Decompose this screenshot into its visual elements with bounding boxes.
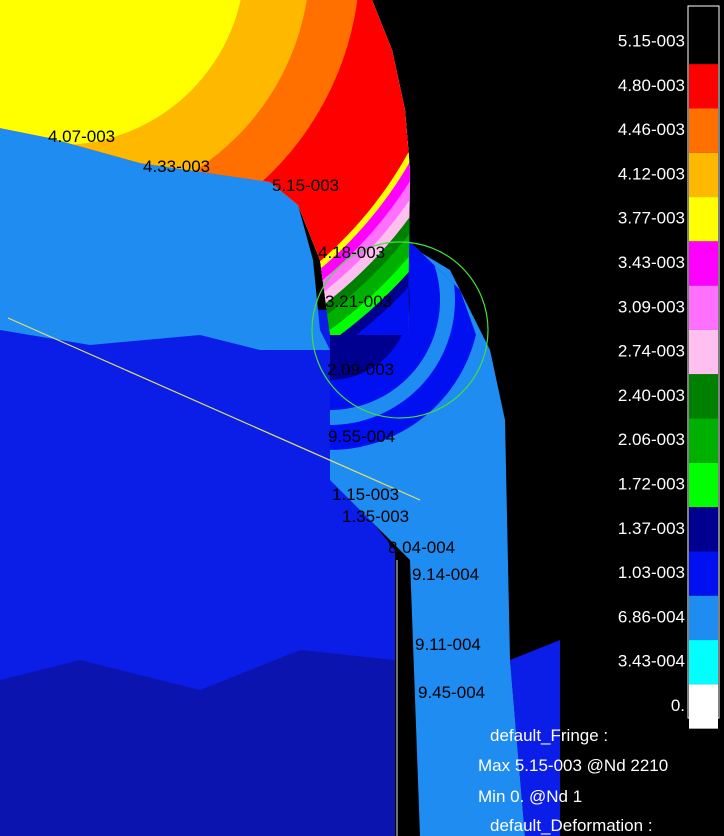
model xyxy=(0,0,560,836)
legend-swatch xyxy=(689,197,718,242)
legend-swatch xyxy=(689,462,718,508)
cap-bands xyxy=(0,0,410,335)
legend-swatch xyxy=(689,640,718,685)
legend-swatch xyxy=(689,374,718,419)
contour-label: 1.15-003 xyxy=(332,485,399,504)
region-blue-right xyxy=(510,640,560,836)
legend-label: 5.15-003 xyxy=(618,31,685,50)
contour-label: 9.14-004 xyxy=(412,565,479,584)
contour-label: 4.18-003 xyxy=(318,243,385,262)
section-line xyxy=(7,317,421,501)
region-lightblue xyxy=(0,128,330,350)
legend-label: 1.72-003 xyxy=(618,474,685,493)
contour-label: 3.21-003 xyxy=(325,292,392,311)
contour-label: 9.55-004 xyxy=(328,427,395,446)
contour-label: 1.35-003 xyxy=(342,507,409,526)
legend-swatch xyxy=(689,241,718,286)
contour-label: 2.09-003 xyxy=(327,360,394,379)
contour-label: 4.33-003 xyxy=(143,157,210,176)
legend-swatch xyxy=(689,285,718,330)
info-line: default_Fringe : xyxy=(490,726,608,745)
legend-label: 4.46-003 xyxy=(618,120,685,139)
legend-label: 2.06-003 xyxy=(618,430,685,449)
legend-swatch xyxy=(689,595,718,641)
contour-label: 4.07-003 xyxy=(48,127,115,146)
legend-swatch xyxy=(689,19,718,65)
legend-swatch xyxy=(689,418,718,463)
legend-label: 3.43-004 xyxy=(618,652,685,671)
legend-label: 1.03-003 xyxy=(618,563,685,582)
info-line: default_Deformation : xyxy=(490,816,653,835)
legend-label: 3.09-003 xyxy=(618,297,685,316)
legend-label: 2.74-003 xyxy=(618,342,685,361)
legend: 5.15-003 4.80-003 4.46-003 4.12-003 3.77-003… xyxy=(618,19,718,729)
legend-swatch xyxy=(689,507,718,552)
legend-swatch xyxy=(689,329,718,375)
legend-swatch xyxy=(689,152,718,198)
legend-swatch xyxy=(689,64,718,109)
legend-label: 3.43-003 xyxy=(618,253,685,272)
contour-label: 8.04-004 xyxy=(388,538,455,557)
contour-label: 9.45-004 xyxy=(418,683,485,702)
info-line: Min 0. @Nd 1 xyxy=(478,787,582,806)
legend-label: 2.40-003 xyxy=(618,386,685,405)
legend-label: 4.80-003 xyxy=(618,76,685,95)
fringe-band xyxy=(0,0,245,145)
legend-label: 1.37-003 xyxy=(618,519,685,538)
contour-label: 5.15-003 xyxy=(272,176,339,195)
legend-swatch xyxy=(689,684,718,729)
legend-swatch xyxy=(689,551,718,596)
info-line: Max 5.15-003 @Nd 2210 xyxy=(478,756,668,775)
region-navy xyxy=(0,650,395,836)
legend-label: 6.86-004 xyxy=(618,607,685,626)
legend-label: 0. xyxy=(671,696,685,715)
legend-label: 4.12-003 xyxy=(618,164,685,183)
contour-label: 9.11-004 xyxy=(415,635,481,654)
legend-swatch xyxy=(689,108,718,153)
outline-circle xyxy=(311,241,489,419)
legend-label: 3.77-003 xyxy=(618,209,685,228)
